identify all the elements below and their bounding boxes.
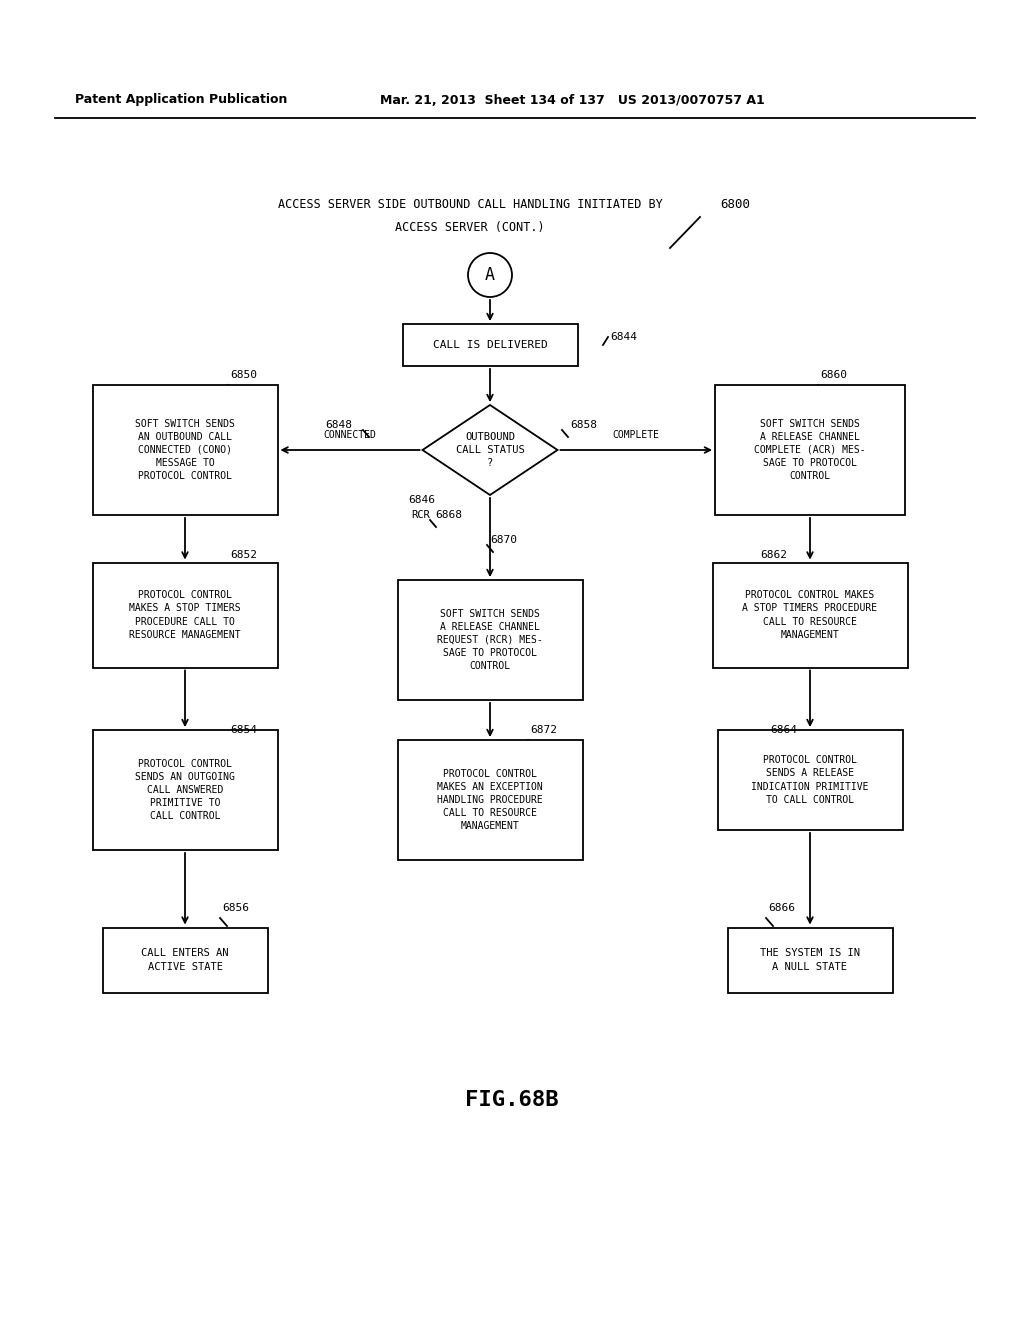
Text: 6870: 6870 <box>490 535 517 545</box>
Text: ACCESS SERVER SIDE OUTBOUND CALL HANDLING INITIATED BY: ACCESS SERVER SIDE OUTBOUND CALL HANDLIN… <box>278 198 663 211</box>
Text: 6854: 6854 <box>230 725 257 735</box>
Text: PROTOCOL CONTROL
SENDS AN OUTGOING
CALL ANSWERED
PRIMITIVE TO
CALL CONTROL: PROTOCOL CONTROL SENDS AN OUTGOING CALL … <box>135 759 234 821</box>
Text: 6800: 6800 <box>720 198 750 211</box>
Text: CALL IS DELIVERED: CALL IS DELIVERED <box>432 341 548 350</box>
Text: 6862: 6862 <box>760 550 787 560</box>
Text: SOFT SWITCH SENDS
AN OUTBOUND CALL
CONNECTED (CONO)
MESSAGE TO
PROTOCOL CONTROL: SOFT SWITCH SENDS AN OUTBOUND CALL CONNE… <box>135 418 234 482</box>
Text: 6848: 6848 <box>325 420 352 430</box>
Polygon shape <box>423 405 557 495</box>
Bar <box>92 385 278 515</box>
Text: ACCESS SERVER (CONT.): ACCESS SERVER (CONT.) <box>395 222 545 235</box>
Text: PROTOCOL CONTROL
MAKES A STOP TIMERS
PROCEDURE CALL TO
RESOURCE MANAGEMENT: PROTOCOL CONTROL MAKES A STOP TIMERS PRO… <box>129 590 241 640</box>
Text: Mar. 21, 2013  Sheet 134 of 137   US 2013/0070757 A1: Mar. 21, 2013 Sheet 134 of 137 US 2013/0… <box>380 94 765 107</box>
Bar <box>92 730 278 850</box>
Circle shape <box>468 253 512 297</box>
Bar <box>727 928 893 993</box>
Bar <box>402 323 578 366</box>
Text: 6852: 6852 <box>230 550 257 560</box>
Text: 6844: 6844 <box>610 333 637 342</box>
Text: PROTOCOL CONTROL
MAKES AN EXCEPTION
HANDLING PROCEDURE
CALL TO RESOURCE
MANAGEME: PROTOCOL CONTROL MAKES AN EXCEPTION HAND… <box>437 768 543 832</box>
Text: 6868: 6868 <box>435 510 462 520</box>
Text: PROTOCOL CONTROL
SENDS A RELEASE
INDICATION PRIMITIVE
TO CALL CONTROL: PROTOCOL CONTROL SENDS A RELEASE INDICAT… <box>752 755 868 805</box>
Text: COMPLETE: COMPLETE <box>612 430 659 440</box>
Text: 6858: 6858 <box>570 420 597 430</box>
Text: 6864: 6864 <box>770 725 797 735</box>
Bar <box>92 562 278 668</box>
Text: 6860: 6860 <box>820 370 847 380</box>
Text: SOFT SWITCH SENDS
A RELEASE CHANNEL
COMPLETE (ACR) MES-
SAGE TO PROTOCOL
CONTROL: SOFT SWITCH SENDS A RELEASE CHANNEL COMP… <box>755 418 866 482</box>
Text: 6846: 6846 <box>408 495 435 506</box>
Bar <box>718 730 902 830</box>
Bar <box>713 562 907 668</box>
Bar <box>397 579 583 700</box>
Text: SOFT SWITCH SENDS
A RELEASE CHANNEL
REQUEST (RCR) MES-
SAGE TO PROTOCOL
CONTROL: SOFT SWITCH SENDS A RELEASE CHANNEL REQU… <box>437 609 543 672</box>
Text: CALL ENTERS AN
ACTIVE STATE: CALL ENTERS AN ACTIVE STATE <box>141 948 228 972</box>
Text: THE SYSTEM IS IN
A NULL STATE: THE SYSTEM IS IN A NULL STATE <box>760 948 860 972</box>
Text: CONNECTED: CONNECTED <box>324 430 377 440</box>
Text: RCR: RCR <box>412 510 430 520</box>
Text: Patent Application Publication: Patent Application Publication <box>75 94 288 107</box>
Text: FIG.68B: FIG.68B <box>465 1090 559 1110</box>
Text: 6866: 6866 <box>768 903 795 913</box>
Bar <box>102 928 267 993</box>
Text: 6850: 6850 <box>230 370 257 380</box>
Text: 6872: 6872 <box>530 725 557 735</box>
Bar <box>397 741 583 861</box>
Text: 6856: 6856 <box>222 903 249 913</box>
Bar <box>715 385 905 515</box>
Text: PROTOCOL CONTROL MAKES
A STOP TIMERS PROCEDURE
CALL TO RESOURCE
MANAGEMENT: PROTOCOL CONTROL MAKES A STOP TIMERS PRO… <box>742 590 878 640</box>
Text: A: A <box>485 267 495 284</box>
Text: OUTBOUND
CALL STATUS
?: OUTBOUND CALL STATUS ? <box>456 432 524 469</box>
